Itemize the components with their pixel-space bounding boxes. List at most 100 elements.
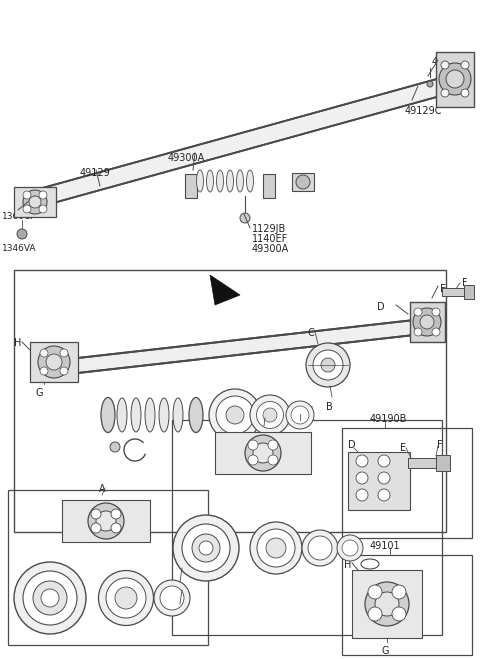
Bar (436, 52, 474, 107)
Bar (215, 432, 311, 474)
Text: B: B (326, 402, 333, 412)
Bar (30, 342, 78, 382)
Circle shape (29, 196, 41, 208)
Circle shape (17, 229, 27, 239)
Text: B: B (172, 608, 179, 618)
Text: A: A (99, 484, 106, 494)
Ellipse shape (145, 398, 155, 432)
Ellipse shape (321, 358, 335, 372)
Text: 49106: 49106 (284, 406, 314, 416)
Circle shape (413, 308, 441, 336)
Circle shape (414, 308, 422, 316)
Ellipse shape (342, 540, 358, 556)
Ellipse shape (237, 170, 243, 192)
Circle shape (60, 349, 68, 357)
Text: 49300A: 49300A (168, 153, 205, 163)
Bar (352, 570, 422, 638)
Bar (185, 174, 197, 198)
Circle shape (110, 442, 120, 452)
Circle shape (111, 523, 121, 533)
Text: D: D (377, 302, 384, 312)
Ellipse shape (173, 515, 239, 581)
Ellipse shape (117, 398, 127, 432)
Circle shape (378, 455, 390, 467)
Ellipse shape (159, 398, 169, 432)
Ellipse shape (41, 589, 59, 607)
Circle shape (38, 346, 70, 378)
Bar (408, 458, 436, 468)
Circle shape (461, 61, 469, 69)
Text: C: C (307, 328, 314, 338)
Circle shape (40, 367, 48, 375)
Text: 49190B: 49190B (370, 414, 408, 424)
Ellipse shape (308, 536, 332, 560)
Circle shape (23, 205, 31, 213)
Text: 49194: 49194 (432, 57, 463, 67)
Text: 1360CF: 1360CF (2, 212, 36, 221)
Polygon shape (210, 275, 240, 305)
Circle shape (378, 472, 390, 484)
Text: F: F (462, 278, 468, 288)
Circle shape (356, 472, 368, 484)
Ellipse shape (173, 398, 183, 432)
Circle shape (91, 509, 101, 519)
Ellipse shape (131, 398, 141, 432)
Ellipse shape (256, 401, 284, 428)
Circle shape (446, 70, 464, 88)
Circle shape (39, 205, 47, 213)
Bar (342, 555, 472, 655)
Ellipse shape (257, 529, 295, 567)
Ellipse shape (23, 571, 77, 625)
Ellipse shape (306, 343, 350, 387)
Ellipse shape (209, 389, 261, 441)
Text: C: C (172, 584, 179, 594)
Ellipse shape (337, 535, 363, 561)
Ellipse shape (192, 534, 220, 562)
Circle shape (441, 61, 449, 69)
Bar (292, 173, 314, 191)
Circle shape (88, 503, 124, 539)
Circle shape (356, 455, 368, 467)
Circle shape (60, 367, 68, 375)
Circle shape (268, 455, 278, 465)
Circle shape (461, 89, 469, 97)
Ellipse shape (101, 397, 115, 432)
Ellipse shape (226, 406, 244, 424)
Bar (442, 288, 464, 296)
Bar (62, 500, 150, 542)
Text: 1140EF: 1140EF (252, 234, 288, 244)
Circle shape (96, 511, 116, 531)
Ellipse shape (266, 538, 286, 558)
Ellipse shape (160, 586, 184, 610)
Circle shape (111, 509, 121, 519)
Text: A: A (260, 405, 266, 415)
Circle shape (420, 315, 434, 329)
Ellipse shape (182, 524, 230, 572)
Text: H: H (14, 338, 22, 348)
Circle shape (248, 440, 258, 450)
Circle shape (46, 354, 62, 370)
Circle shape (240, 213, 250, 223)
Ellipse shape (196, 170, 204, 192)
Ellipse shape (98, 571, 154, 625)
Text: G: G (381, 646, 389, 656)
Ellipse shape (286, 401, 314, 429)
Circle shape (441, 89, 449, 97)
Bar (263, 174, 275, 198)
Text: 49129: 49129 (80, 168, 111, 178)
Circle shape (91, 523, 101, 533)
Circle shape (427, 81, 433, 87)
Circle shape (296, 175, 310, 189)
Circle shape (439, 63, 471, 95)
Circle shape (39, 191, 47, 199)
Circle shape (375, 592, 399, 616)
Text: 49300A: 49300A (252, 244, 289, 254)
Polygon shape (28, 72, 462, 210)
Bar (436, 455, 450, 471)
Circle shape (368, 585, 382, 599)
Bar (410, 302, 445, 342)
Circle shape (245, 435, 281, 471)
Text: H: H (344, 560, 351, 570)
Bar (172, 420, 442, 635)
Circle shape (23, 190, 47, 214)
